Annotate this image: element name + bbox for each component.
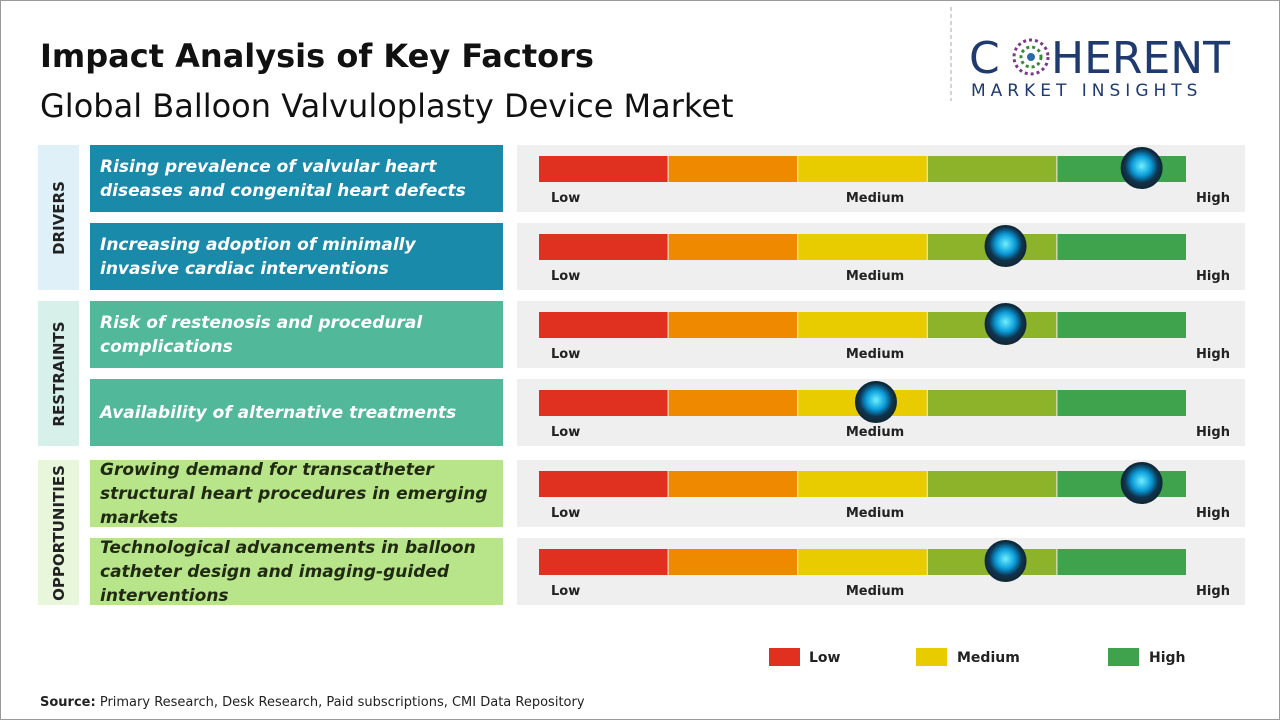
gauge-segment bbox=[1057, 234, 1186, 260]
source-label: Source: bbox=[40, 695, 96, 710]
impact-knob bbox=[1120, 147, 1163, 189]
scale-label: High bbox=[1196, 506, 1230, 521]
gauge-segment bbox=[539, 390, 668, 416]
gauge-segment bbox=[668, 156, 798, 182]
gauge-segment bbox=[539, 156, 668, 182]
scale-label: High bbox=[1196, 584, 1230, 599]
source-text: Primary Research, Desk Research, Paid su… bbox=[99, 695, 585, 710]
group-band: DRIVERS bbox=[38, 145, 79, 290]
scale-label: High bbox=[1196, 269, 1230, 284]
scale-label: Low bbox=[551, 347, 580, 362]
gauge-segment bbox=[668, 471, 798, 497]
scale-label: Medium bbox=[846, 425, 904, 440]
impact-knob bbox=[984, 303, 1027, 345]
legend-swatch bbox=[916, 648, 947, 666]
scale-label: Medium bbox=[846, 269, 904, 284]
scale-label: Medium bbox=[846, 506, 904, 521]
gauge-segment bbox=[539, 312, 668, 338]
scale-label: Low bbox=[551, 425, 580, 440]
legend-swatch bbox=[769, 648, 800, 666]
impact-knob bbox=[984, 540, 1027, 582]
scale-label: Low bbox=[551, 269, 580, 284]
group-label: RESTRAINTS bbox=[49, 320, 68, 427]
factor-box: Increasing adoption of minimally invasiv… bbox=[90, 223, 503, 290]
scale-label: High bbox=[1196, 347, 1230, 362]
gauge-segment bbox=[668, 312, 798, 338]
gauge-segment bbox=[798, 312, 927, 338]
gauge-segment bbox=[798, 156, 927, 182]
legend-label: Low bbox=[809, 650, 841, 666]
logo-name: HERENT bbox=[1051, 33, 1230, 84]
legend-swatch bbox=[1108, 648, 1139, 666]
gauge-segment bbox=[539, 234, 668, 260]
gauge-segment bbox=[927, 390, 1057, 416]
scale-label: Medium bbox=[846, 584, 904, 599]
gauge-segment bbox=[927, 156, 1057, 182]
source: Source: Primary Research, Desk Research,… bbox=[40, 695, 585, 710]
gauge-segment bbox=[539, 471, 668, 497]
scale-label: Low bbox=[551, 191, 580, 206]
factor-box: Technological advancements in balloon ca… bbox=[90, 538, 503, 606]
group-label: OPPORTUNITIES bbox=[49, 464, 68, 601]
gauge-segment bbox=[798, 549, 927, 575]
factor-box: Availability of alternative treatments bbox=[90, 379, 503, 446]
subtitle: Global Balloon Valvuloplasty Device Mark… bbox=[40, 87, 734, 125]
legend-label: High bbox=[1149, 650, 1186, 666]
gauge-segment bbox=[539, 549, 668, 575]
scale-label: Medium bbox=[846, 347, 904, 362]
impact-knob bbox=[854, 381, 897, 423]
gauge-segment bbox=[927, 471, 1057, 497]
factor-box: Rising prevalence of valvular heart dise… bbox=[90, 145, 503, 212]
gauge-segment bbox=[1057, 390, 1186, 416]
gauge-segment bbox=[1057, 549, 1186, 575]
scale-label: Low bbox=[551, 584, 580, 599]
logo-tagline: MARKET INSIGHTS bbox=[971, 81, 1202, 101]
logo-o bbox=[1012, 38, 1050, 76]
scale-label: Low bbox=[551, 506, 580, 521]
factor-box: Risk of restenosis and procedural compli… bbox=[90, 301, 503, 368]
title: Impact Analysis of Key Factors bbox=[40, 37, 594, 75]
logo-c: C bbox=[969, 33, 1000, 84]
scale-label: High bbox=[1196, 425, 1230, 440]
impact-knob bbox=[984, 225, 1027, 267]
group-band: RESTRAINTS bbox=[38, 301, 79, 446]
group-band: OPPORTUNITIES bbox=[38, 460, 79, 605]
gauge-segment bbox=[798, 234, 927, 260]
scale-label: High bbox=[1196, 191, 1230, 206]
gauge-segment bbox=[668, 234, 798, 260]
gauge-segment bbox=[798, 471, 927, 497]
legend-label: Medium bbox=[957, 650, 1020, 666]
gauge-segment bbox=[668, 549, 798, 575]
impact-knob bbox=[1120, 462, 1163, 504]
scale-label: Medium bbox=[846, 191, 904, 206]
group-label: DRIVERS bbox=[49, 180, 68, 255]
factor-box: Growing demand for transcatheter structu… bbox=[90, 460, 503, 528]
gauge-segment bbox=[1057, 312, 1186, 338]
gauge-segment bbox=[668, 390, 798, 416]
